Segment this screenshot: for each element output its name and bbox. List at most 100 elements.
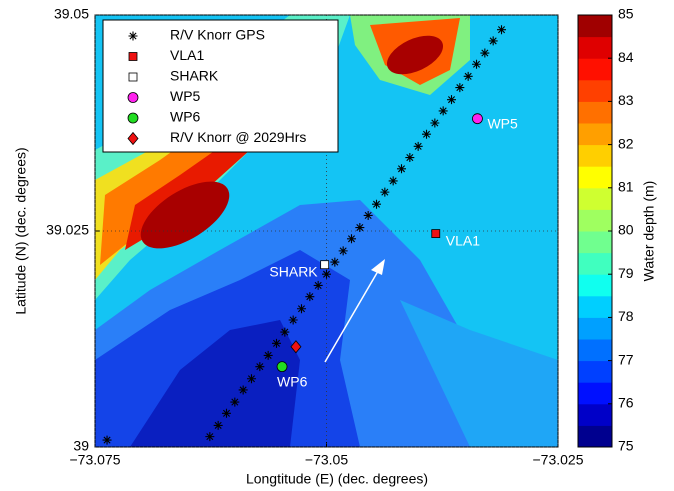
- colorbar-tick-label: 78: [618, 308, 634, 324]
- data-point: [431, 229, 441, 238]
- data-point: [388, 176, 398, 186]
- legend-label: WP5: [170, 88, 201, 104]
- colorbar-tick-label: 81: [618, 179, 634, 195]
- colorbar-swatch: [578, 209, 612, 232]
- data-point: [320, 260, 330, 270]
- legend: [102, 19, 339, 153]
- data-point: [497, 25, 507, 35]
- data-point: [472, 59, 482, 69]
- legend-label: R/V Knorr @ 2029Hrs: [170, 129, 306, 145]
- colorbar-swatch: [578, 15, 612, 38]
- legend-label: SHARK: [170, 68, 219, 84]
- data-point: [430, 118, 440, 128]
- data-point: [280, 327, 290, 337]
- colorbar-swatch: [578, 144, 612, 167]
- colorbar-tick-label: 76: [618, 395, 634, 411]
- colorbar-tick-label: 75: [618, 438, 634, 454]
- colorbar-swatch: [578, 36, 612, 59]
- y-axis-label: Latitude (N) (dec. degrees): [13, 147, 29, 314]
- point-label: WP6: [277, 373, 308, 389]
- data-point: [413, 141, 423, 151]
- colorbar-label: Water depth (m): [641, 181, 657, 282]
- colorbar-swatch: [578, 317, 612, 340]
- data-point: [397, 164, 407, 174]
- data-point: [455, 83, 465, 93]
- colorbar-swatch: [578, 425, 612, 448]
- data-point: [313, 280, 323, 290]
- x-tick-label: −73.025: [533, 452, 584, 468]
- legend-label: WP6: [170, 109, 201, 125]
- data-point: [355, 223, 365, 233]
- data-point: [447, 95, 457, 105]
- legend-marker: [128, 52, 138, 61]
- data-point: [380, 187, 390, 197]
- legend-marker: [128, 72, 138, 82]
- data-point: [438, 106, 448, 116]
- point-label: SHARK: [269, 263, 318, 279]
- colorbar-swatch: [578, 187, 612, 210]
- colorbar-swatch: [578, 339, 612, 362]
- data-point: [255, 362, 265, 372]
- data-point: [213, 420, 223, 430]
- colorbar-swatch: [578, 79, 612, 102]
- colorbar-swatch: [578, 58, 612, 81]
- colorbar-swatch: [578, 231, 612, 254]
- x-axis-label: Longtitude (E) (dec. degrees): [246, 471, 428, 487]
- data-point: [480, 48, 490, 58]
- colorbar-tick-label: 82: [618, 135, 634, 151]
- colorbar-tick-label: 80: [618, 222, 634, 238]
- data-point: [347, 234, 357, 244]
- point-label: VLA1: [446, 232, 480, 248]
- colorbar-swatch: [578, 101, 612, 124]
- legend-marker: [127, 92, 139, 103]
- data-point: [276, 361, 288, 373]
- data-point: [230, 397, 240, 407]
- legend-label: R/V Knorr GPS: [170, 27, 265, 43]
- data-point: [338, 246, 348, 256]
- colorbar-swatch: [578, 360, 612, 383]
- colorbar-swatch: [578, 252, 612, 275]
- y-tick-label: 39.05: [54, 6, 89, 22]
- colorbar-swatch: [578, 382, 612, 405]
- legend-label: VLA1: [170, 47, 204, 63]
- data-point: [271, 338, 281, 348]
- data-point: [288, 315, 298, 325]
- data-point: [221, 408, 231, 418]
- data-point: [290, 340, 302, 354]
- legend-marker: [128, 31, 138, 41]
- x-tick-label: −73.075: [70, 452, 121, 468]
- colorbar-swatch: [578, 403, 612, 426]
- legend-marker: [127, 131, 139, 146]
- data-point: [363, 210, 373, 220]
- colorbar-tick-label: 84: [618, 49, 634, 65]
- legend-marker: [127, 112, 139, 124]
- data-point: [205, 432, 215, 442]
- colorbar-swatch: [578, 295, 612, 318]
- data-point: [422, 129, 432, 139]
- data-point: [305, 292, 315, 302]
- data-point: [263, 350, 273, 360]
- data-point: [246, 374, 256, 384]
- data-point: [372, 199, 382, 209]
- colorbar-tick-label: 83: [618, 92, 634, 108]
- data-point: [238, 385, 248, 395]
- y-tick-label: 39: [73, 438, 89, 454]
- arrow: [324, 265, 382, 363]
- data-point: [322, 269, 331, 279]
- data-point: [405, 153, 415, 163]
- point-label: WP5: [487, 115, 518, 131]
- x-tick-label: −73.05: [305, 452, 348, 468]
- colorbar-swatch: [578, 123, 612, 146]
- colorbar-swatch: [578, 166, 612, 189]
- colorbar-tick-label: 79: [618, 265, 634, 281]
- data-point: [463, 71, 473, 81]
- data-point: [330, 257, 340, 267]
- data-point: [488, 36, 498, 46]
- data-point: [296, 304, 306, 314]
- data-point: [102, 435, 112, 445]
- colorbar-tick-label: 77: [618, 351, 634, 367]
- colorbar-swatch: [578, 274, 612, 297]
- colorbar-tick-label: 85: [618, 6, 634, 22]
